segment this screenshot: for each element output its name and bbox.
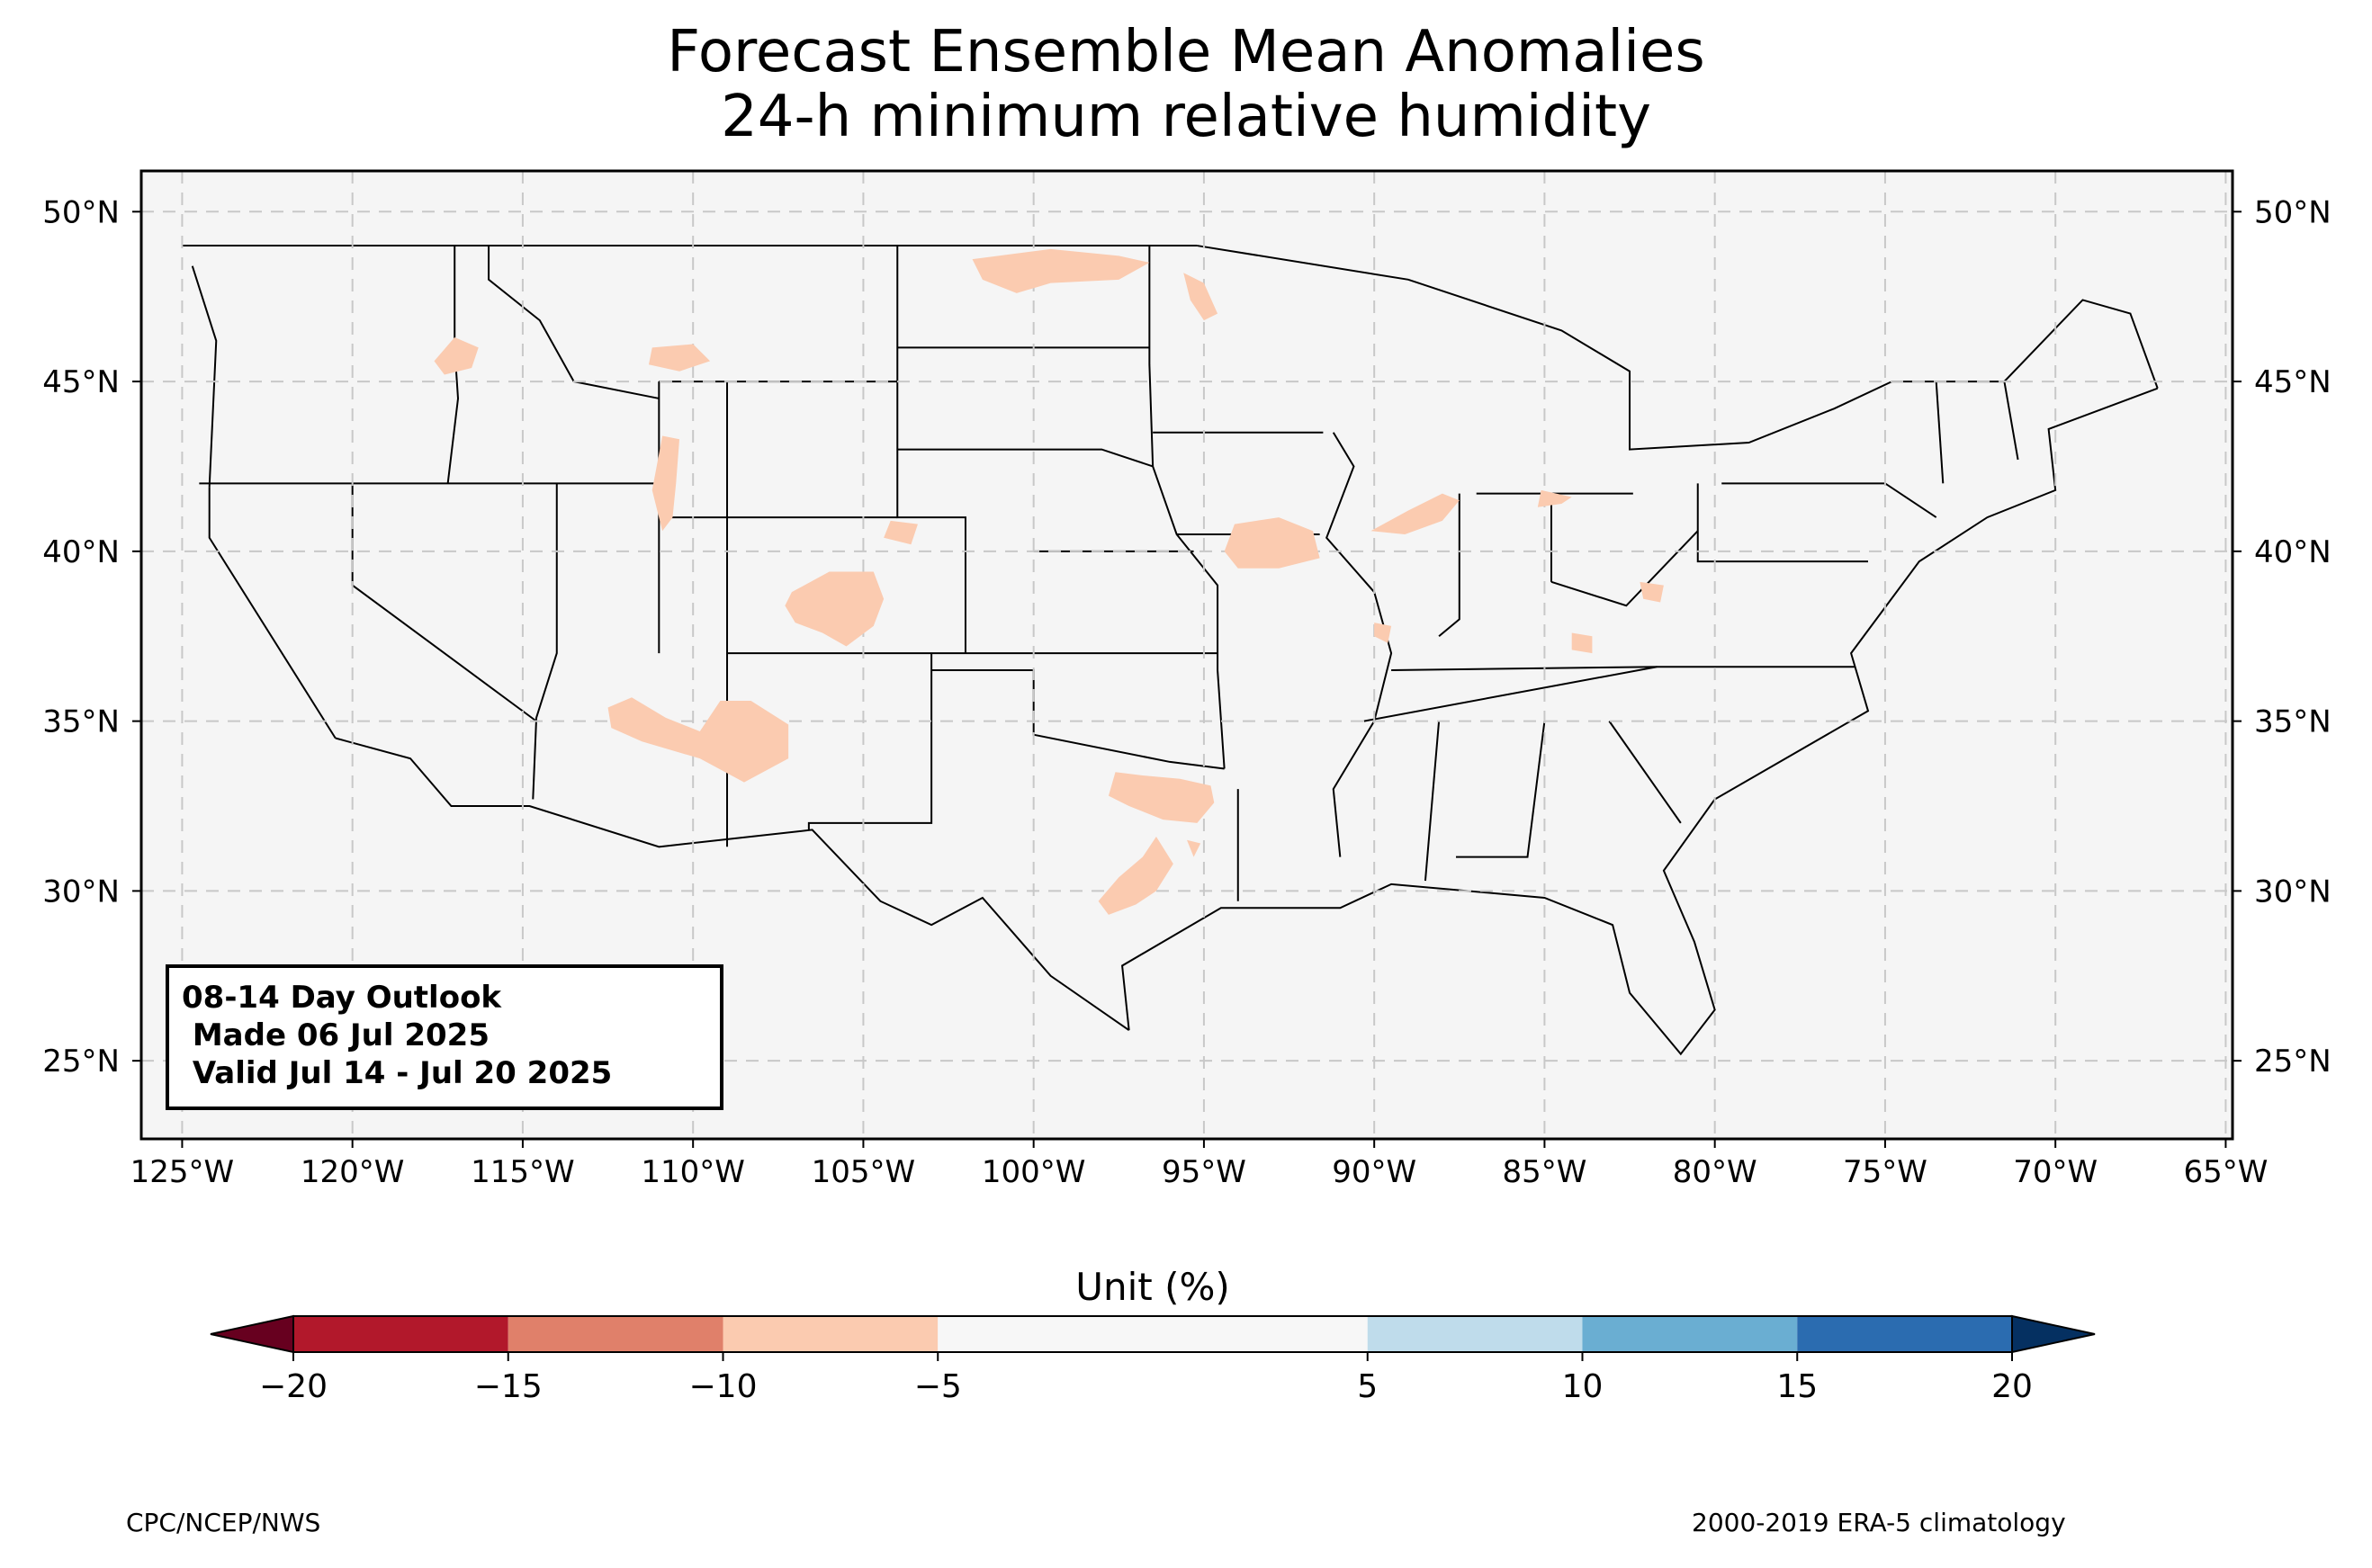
colorbar-tick-label: 15 bbox=[1776, 1368, 1818, 1405]
anomaly-region-indiana-ohio bbox=[1537, 489, 1572, 507]
anomaly-region-illinois-central bbox=[1370, 493, 1460, 534]
anomaly-region-idaho-north bbox=[434, 336, 479, 375]
border-line bbox=[191, 265, 218, 488]
colorbar-max-extension bbox=[2011, 1314, 2096, 1354]
lon-tick-label: 85°W bbox=[1502, 1154, 1586, 1190]
colorbar-frame bbox=[292, 1315, 2013, 1353]
colorbar-tick-label: 5 bbox=[1357, 1368, 1378, 1405]
lon-tick-label: 100°W bbox=[982, 1154, 1086, 1190]
border-line bbox=[1424, 721, 1441, 882]
lon-tick-label: 65°W bbox=[2183, 1154, 2268, 1190]
border-line bbox=[335, 737, 1130, 1032]
border-line bbox=[1325, 432, 1393, 857]
anomaly-region-wyoming-west bbox=[651, 435, 680, 532]
footer-left: CPC/NCEP/NWS bbox=[126, 1508, 321, 1537]
anomaly-region-texas-central bbox=[1098, 836, 1173, 915]
footer-right: 2000-2019 ERA-5 climatology bbox=[1692, 1508, 2066, 1537]
colorbar-tick-label: −5 bbox=[914, 1368, 962, 1405]
colorbar-label: Unit (%) bbox=[1075, 1265, 1230, 1309]
border-line bbox=[1121, 387, 2159, 1056]
lat-tick-label-left: 50°N bbox=[42, 194, 120, 230]
lat-tick-label-right: 40°N bbox=[2254, 534, 2332, 570]
colorbar-bin bbox=[938, 1316, 1368, 1352]
colorbar-bin bbox=[723, 1316, 939, 1352]
border-line bbox=[446, 246, 460, 484]
outlook-line-1: 08-14 Day Outlook bbox=[182, 980, 502, 1016]
outlook-box: 08-14 Day Outlook Made 06 Jul 2025 Valid… bbox=[166, 964, 723, 1110]
border-line bbox=[1608, 721, 1682, 824]
lon-tick-label: 90°W bbox=[1332, 1154, 1416, 1190]
map-frame bbox=[139, 169, 2234, 1141]
title-line-2: 24-h minimum relative humidity bbox=[721, 84, 1651, 150]
outlook-line-3: Valid Jul 14 - Jul 20 2025 bbox=[182, 1055, 613, 1091]
border-line bbox=[1550, 530, 1699, 607]
lat-tick-label-left: 40°N bbox=[42, 534, 120, 570]
colorbar-tick-label: −15 bbox=[474, 1368, 543, 1405]
lon-tick-label: 105°W bbox=[812, 1154, 916, 1190]
lon-tick-label: 75°W bbox=[1843, 1154, 1927, 1190]
anomaly-region-arizona-new-mexico bbox=[607, 697, 789, 783]
anomaly-regions bbox=[434, 248, 1664, 915]
border-line bbox=[2003, 381, 2019, 461]
colorbar-bin bbox=[1797, 1316, 2012, 1352]
anomaly-region-colorado-central bbox=[785, 571, 885, 647]
lat-tick-label-right: 35°N bbox=[2254, 704, 2332, 740]
lon-tick-label: 125°W bbox=[130, 1154, 235, 1190]
colorbar-min-extension bbox=[210, 1314, 294, 1354]
anomaly-region-texas-north-oklahoma bbox=[1108, 772, 1215, 823]
lon-tick-label: 80°W bbox=[1673, 1154, 1757, 1190]
colorbar-tick-label: 20 bbox=[1991, 1368, 2033, 1405]
map-axis-ticks: 125°W 120°W 115°W 110°W 105°W 100°W 95°W 90°W 85… bbox=[42, 194, 2331, 1190]
colorbar-bin bbox=[293, 1316, 508, 1352]
lat-tick-label-right: 50°N bbox=[2254, 194, 2332, 230]
anomaly-region-texas-east-spot bbox=[1187, 839, 1201, 857]
colorbar: Unit (%) −20 −15 −10 −5 5 10 15 20 bbox=[210, 1265, 2096, 1405]
border-line bbox=[897, 448, 1154, 468]
lat-tick-label-left: 30°N bbox=[42, 874, 120, 909]
border-line bbox=[208, 487, 337, 739]
colorbar-tick-label: −20 bbox=[259, 1368, 328, 1405]
colorbar-tick-label: 10 bbox=[1562, 1368, 1604, 1405]
lat-tick-label-right: 25°N bbox=[2254, 1044, 2332, 1080]
border-line bbox=[488, 246, 660, 399]
lat-tick-label-left: 45°N bbox=[42, 364, 120, 400]
anomaly-region-minnesota-west bbox=[1183, 273, 1218, 321]
lon-tick-label: 115°W bbox=[471, 1154, 575, 1190]
lon-tick-label: 120°W bbox=[301, 1154, 405, 1190]
border-line bbox=[807, 653, 933, 830]
lat-tick-label-left: 25°N bbox=[42, 1044, 120, 1080]
anomaly-region-missouri-iowa bbox=[1224, 517, 1320, 569]
anomaly-region-nebraska-southwest bbox=[884, 520, 918, 545]
anomaly-region-kentucky-east bbox=[1571, 632, 1593, 654]
border-line bbox=[1935, 381, 1945, 484]
anomaly-region-montana-central bbox=[648, 344, 711, 372]
colorbar-bin bbox=[1367, 1316, 1583, 1352]
border-line bbox=[1456, 721, 1546, 858]
anomaly-region-west-virginia bbox=[1640, 581, 1664, 603]
anomaly-region-kentucky-west bbox=[1374, 623, 1392, 643]
anomaly-region-north-dakota-north bbox=[972, 248, 1150, 293]
colorbar-bin bbox=[508, 1316, 723, 1352]
border-line bbox=[1197, 245, 2159, 451]
border-line bbox=[532, 483, 558, 800]
border-line bbox=[1391, 666, 1658, 671]
outlook-line-2: Made 06 Jul 2025 bbox=[182, 1017, 490, 1053]
lat-tick-label-right: 30°N bbox=[2254, 874, 2332, 909]
lat-tick-label-left: 35°N bbox=[42, 704, 120, 740]
colorbar-bin bbox=[1582, 1316, 1798, 1352]
lon-tick-label: 70°W bbox=[2013, 1154, 2098, 1190]
border-line bbox=[1696, 483, 1869, 563]
lon-tick-label: 110°W bbox=[641, 1154, 745, 1190]
border-line bbox=[1438, 493, 1460, 638]
lat-tick-label-right: 45°N bbox=[2254, 364, 2332, 400]
lon-tick-label: 95°W bbox=[1162, 1154, 1246, 1190]
colorbar-tick-label: −10 bbox=[689, 1368, 758, 1405]
title-line-1: Forecast Ensemble Mean Anomalies bbox=[667, 19, 1705, 85]
